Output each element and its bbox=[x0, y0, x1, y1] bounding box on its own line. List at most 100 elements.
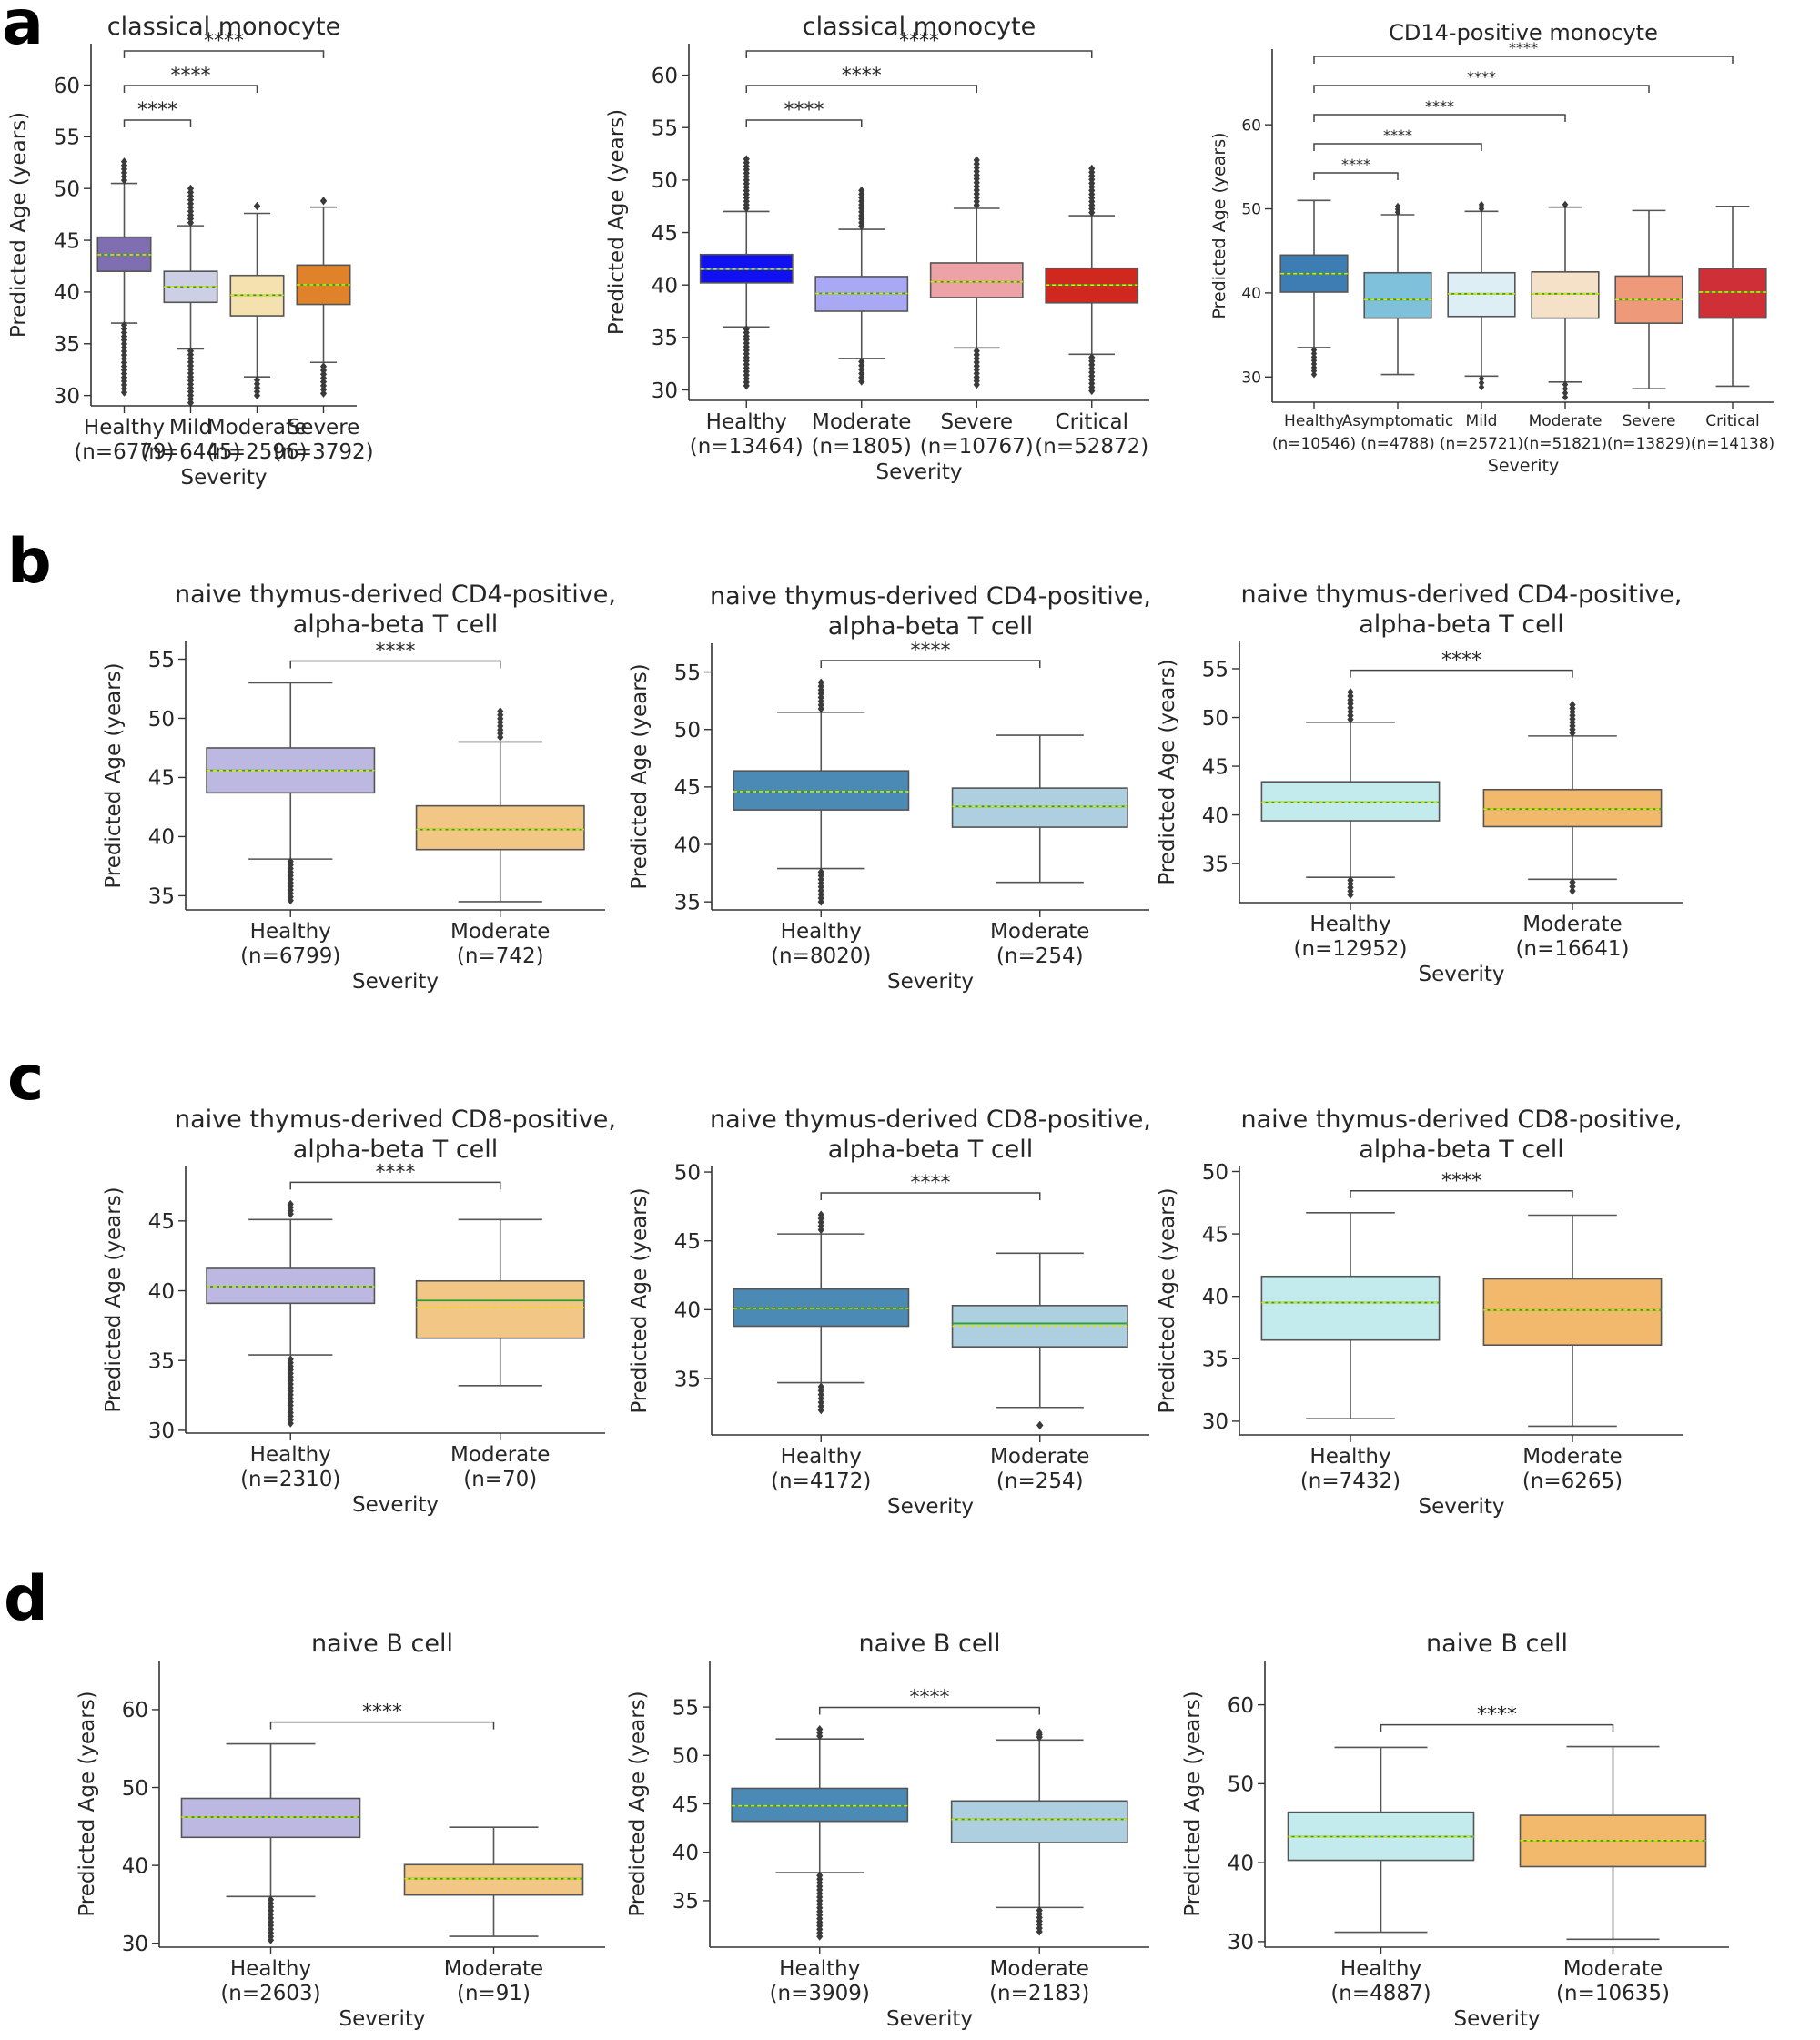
x-tick-label: Moderate bbox=[990, 1957, 1089, 1981]
x-tick-label: Moderate bbox=[450, 920, 550, 944]
chart-title: classical monocyte bbox=[107, 13, 340, 41]
y-tick-label: 45 bbox=[148, 767, 175, 791]
y-tick-label: 60 bbox=[122, 1699, 148, 1722]
x-axis-label: Severity bbox=[1488, 456, 1559, 476]
x-tick-label: Moderate bbox=[207, 416, 307, 439]
outlier-low bbox=[287, 857, 294, 866]
y-axis-label: Predicted Age (years) bbox=[1181, 1691, 1205, 1916]
y-tick-label: 45 bbox=[652, 222, 678, 246]
box-moderate bbox=[1482, 1214, 1663, 1428]
box-iqr bbox=[1260, 1275, 1441, 1341]
outlier-low bbox=[287, 1355, 294, 1364]
box-healthy bbox=[206, 1199, 376, 1428]
outlier-high bbox=[973, 156, 980, 165]
y-tick-label: 45 bbox=[674, 776, 701, 800]
significance-label: **** bbox=[204, 30, 244, 53]
outlier-high bbox=[1478, 200, 1485, 208]
significance-label: **** bbox=[171, 65, 211, 87]
bracket-line bbox=[819, 1706, 1040, 1715]
x-tick-n-label: (n=254) bbox=[996, 944, 1084, 968]
outlier-low bbox=[1562, 380, 1569, 389]
outlier-low bbox=[1036, 1906, 1043, 1915]
x-tick-label: Moderate bbox=[1529, 412, 1603, 430]
box-mild bbox=[1447, 200, 1516, 391]
y-axis-label: Predicted Age (years) bbox=[102, 1187, 126, 1412]
x-tick-n-label: (n=3909) bbox=[770, 1982, 870, 2005]
x-tick-n-label: (n=2603) bbox=[220, 1982, 320, 2005]
x-tick-n-label: (n=14138) bbox=[1691, 435, 1774, 453]
chart-title: CD14-positive monocyte bbox=[1389, 20, 1658, 45]
outlier-high bbox=[858, 186, 865, 195]
y-tick-label: 40 bbox=[652, 274, 678, 298]
y-tick-label: 35 bbox=[672, 1890, 699, 1914]
box-iqr bbox=[415, 804, 585, 851]
bracket-line bbox=[1313, 114, 1566, 122]
significance-label: **** bbox=[784, 99, 824, 122]
x-tick-label: Mild bbox=[169, 416, 212, 439]
outlier-low bbox=[1478, 383, 1485, 391]
x-tick-label: Asymptomatic bbox=[1342, 412, 1454, 430]
chart-title: naive thymus-derived CD4-positive, bbox=[710, 582, 1151, 611]
x-tick-n-label: (n=16641) bbox=[1516, 937, 1630, 961]
significance-bracket: **** bbox=[289, 640, 501, 669]
y-tick-label: 45 bbox=[54, 229, 80, 253]
y-tick-label: 35 bbox=[1202, 1348, 1228, 1372]
y-axis-label: Predicted Age (years) bbox=[628, 1187, 652, 1413]
box-iqr bbox=[1363, 271, 1432, 319]
chart-title: alpha-beta T cell bbox=[293, 611, 499, 639]
panel-letter-a: a bbox=[2, 0, 44, 59]
significance-bracket: **** bbox=[745, 65, 977, 93]
y-tick-label: 45 bbox=[148, 1210, 175, 1234]
outlier-low bbox=[858, 357, 865, 366]
x-tick-label: Healthy bbox=[84, 416, 165, 439]
chart-b-5: 35 40 45 50 55 Predicted Age (years) naive thy… bbox=[1156, 581, 1684, 986]
bracket-line bbox=[289, 1181, 501, 1190]
y-tick-label: 45 bbox=[674, 1230, 701, 1254]
x-tick-n-label: (n=1805) bbox=[812, 435, 912, 459]
significance-label: **** bbox=[911, 1172, 951, 1195]
x-axis-label: Severity bbox=[1419, 1495, 1505, 1519]
y-tick-label: 55 bbox=[148, 649, 175, 672]
x-tick-label: Moderate bbox=[990, 920, 1089, 944]
y-axis-label: Predicted Age (years) bbox=[1156, 1187, 1179, 1413]
significance-label: **** bbox=[1477, 1704, 1517, 1727]
x-tick-label: Moderate bbox=[444, 1957, 543, 1981]
x-tick-n-label: (n=52872) bbox=[1035, 435, 1148, 459]
bracket-line bbox=[1313, 172, 1399, 180]
y-tick-label: 45 bbox=[1202, 1223, 1228, 1247]
y-tick-label: 35 bbox=[148, 1350, 175, 1374]
y-tick-label: 35 bbox=[1202, 853, 1228, 876]
y-tick-label: 35 bbox=[674, 891, 701, 914]
outlier-low bbox=[973, 347, 980, 356]
chart-c-8: 30 35 40 45 50 Predicted Age (years) naive thy… bbox=[1156, 1106, 1684, 1519]
chart-title: alpha-beta T cell bbox=[1359, 611, 1564, 639]
box-iqr bbox=[951, 1304, 1128, 1348]
x-tick-n-label: (n=25721) bbox=[1440, 435, 1523, 453]
x-tick-label: Severe bbox=[1623, 412, 1676, 430]
chart-a-1: 30 35 40 45 50 55 60 Predicted Age (years) class… bbox=[605, 13, 1149, 484]
chart-b-3: 35 40 45 50 55 Predicted Age (years) naive thy… bbox=[102, 581, 616, 994]
box-iqr bbox=[951, 787, 1128, 828]
y-tick-label: 40 bbox=[148, 826, 175, 850]
chart-title: naive thymus-derived CD8-positive, bbox=[1241, 1106, 1683, 1134]
box-iqr bbox=[1447, 271, 1516, 318]
x-tick-label: Healthy bbox=[779, 1957, 860, 1981]
x-axis-label: Severity bbox=[181, 466, 268, 490]
outlier-low bbox=[817, 867, 824, 876]
y-tick-label: 40 bbox=[122, 1854, 148, 1878]
y-tick-label: 50 bbox=[674, 719, 701, 742]
chart-b-4: 35 40 45 50 55 Predicted Age (years) naive thy… bbox=[628, 582, 1151, 994]
x-tick-n-label: (n=8020) bbox=[771, 944, 871, 968]
significance-bracket: **** bbox=[820, 640, 1041, 668]
chart-c-6: 30 35 40 45 Predicted Age (years) naive thymu… bbox=[102, 1106, 616, 1517]
x-tick-n-label: (n=4788) bbox=[1360, 435, 1435, 453]
y-axis-label: Predicted Age (years) bbox=[76, 1691, 99, 1916]
box-moderate bbox=[229, 202, 285, 400]
y-tick-label: 35 bbox=[148, 885, 175, 909]
box-moderate bbox=[950, 1728, 1128, 1936]
y-tick-label: 45 bbox=[1202, 755, 1228, 779]
box-healthy bbox=[1287, 1746, 1475, 1934]
x-tick-n-label: (n=91) bbox=[457, 1982, 531, 2005]
x-tick-n-label: (n=254) bbox=[996, 1469, 1084, 1493]
